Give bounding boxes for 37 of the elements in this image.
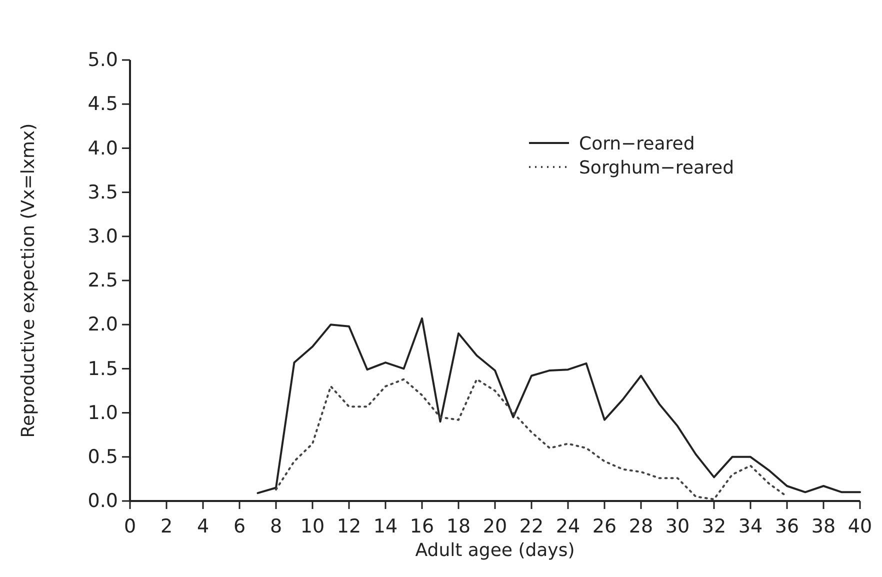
x-tick-label: 34 <box>738 515 763 538</box>
x-tick-label: 2 <box>160 515 173 538</box>
x-tick-label: 22 <box>519 515 544 538</box>
x-tick-label: 28 <box>628 515 654 538</box>
y-tick-label: 0.0 <box>88 490 118 512</box>
x-axis-title: Adult agee (days) <box>415 540 575 561</box>
y-tick-label: 5.0 <box>88 49 118 72</box>
x-tick-label: 30 <box>665 515 690 538</box>
x-tick-label: 26 <box>592 515 617 538</box>
x-tick-label: 12 <box>336 515 362 538</box>
x-tick-label: 6 <box>233 515 246 538</box>
x-tick-label: 14 <box>373 515 398 538</box>
y-tick-label: 4.5 <box>88 93 118 116</box>
x-tick-label: 4 <box>196 515 210 538</box>
x-tick-label: 38 <box>811 515 836 538</box>
x-tick-label: 18 <box>446 515 471 538</box>
x-tick-label: 32 <box>702 515 726 538</box>
x-tick-label: 20 <box>482 515 508 538</box>
y-tick-label: 2.5 <box>88 270 118 292</box>
y-tick-label: 1.0 <box>88 402 118 424</box>
x-tick-label: 0 <box>124 515 136 538</box>
y-tick-label: 0.5 <box>88 446 118 468</box>
x-tick-label: 10 <box>300 515 325 538</box>
y-tick-label: 3.0 <box>88 225 118 248</box>
y-tick-label: 3.5 <box>88 181 118 204</box>
x-tick-label: 36 <box>774 515 800 538</box>
y-tick-label: 4.0 <box>88 137 118 160</box>
x-tick-label: 8 <box>270 515 282 538</box>
x-tick-label: 24 <box>556 515 580 538</box>
legend-label: Sorghum−reared <box>579 157 734 178</box>
y-tick-label: 1.5 <box>88 358 118 380</box>
x-tick-label: 40 <box>848 515 872 538</box>
y-axis-title: Reproductive expection (Vx=lxmx) <box>18 123 39 438</box>
x-tick-label: 16 <box>410 515 434 538</box>
line-series <box>256 317 861 494</box>
y-tick-label: 2.0 <box>88 314 118 336</box>
legend-label: Corn−reared <box>579 133 695 154</box>
